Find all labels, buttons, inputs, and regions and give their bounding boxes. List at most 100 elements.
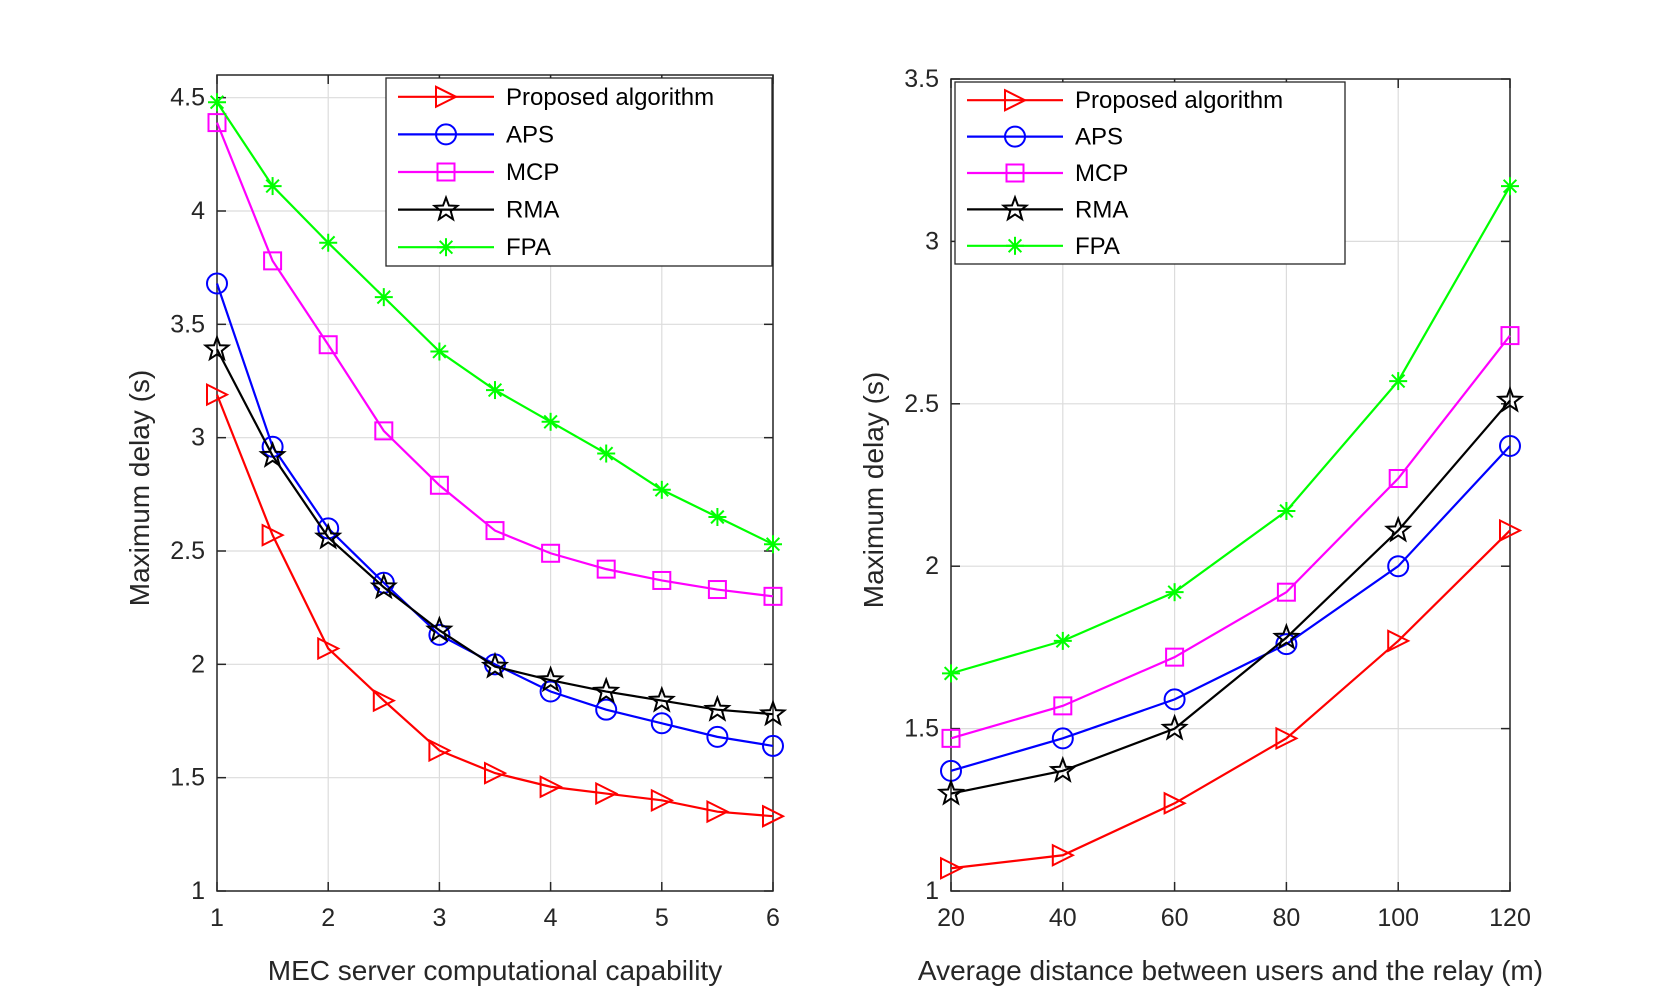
data-point <box>425 615 454 643</box>
series-line <box>215 394 774 818</box>
y-tick-label: 1.5 <box>904 715 939 743</box>
axes-frame <box>950 78 1511 892</box>
x-tick-label: 20 <box>937 904 965 932</box>
data-point <box>764 535 782 554</box>
legend-label: FPA <box>506 234 551 261</box>
legend-marker <box>435 123 457 146</box>
data-point <box>1389 372 1408 391</box>
data-point <box>1495 385 1525 413</box>
data-point <box>703 694 732 722</box>
series-aps <box>940 435 1521 782</box>
data-point <box>206 382 230 407</box>
series-mcp <box>941 326 1520 748</box>
legend-marker <box>1004 125 1026 148</box>
y-tick-label: 2 <box>925 552 939 580</box>
legend-label: FPA <box>1075 233 1120 260</box>
legend-label: RMA <box>506 197 559 224</box>
data-point <box>374 288 393 307</box>
x-tick-label: 2 <box>321 904 335 932</box>
legend-label: APS <box>506 121 554 148</box>
legend-label: MCP <box>1075 160 1128 187</box>
data-point <box>940 856 964 880</box>
data-point <box>261 523 285 547</box>
x-tick-label: 120 <box>1489 904 1531 932</box>
data-point <box>486 381 504 400</box>
data-point <box>1499 435 1521 458</box>
legend-entry: Proposed algorithm <box>967 87 1283 114</box>
legend-marker <box>1005 163 1025 183</box>
y-tick-label: 3 <box>925 227 939 255</box>
data-point <box>428 738 452 763</box>
x-tick-label: 3 <box>432 904 446 932</box>
data-point <box>1277 501 1296 520</box>
series-mcp <box>207 113 783 606</box>
data-point <box>208 93 226 112</box>
x-tick-label: 80 <box>1272 904 1300 932</box>
series-fpa <box>942 177 1519 683</box>
data-point <box>1163 688 1186 711</box>
data-point <box>1275 726 1299 750</box>
series-line <box>950 185 1511 675</box>
legend-marker <box>437 238 455 257</box>
y-tick-label: 1 <box>925 877 939 905</box>
series-line <box>950 399 1511 795</box>
legend-marker <box>431 194 461 222</box>
data-point <box>1051 727 1074 750</box>
legend-label: Proposed algorithm <box>1075 87 1283 114</box>
y-tick-label: 1.5 <box>170 764 205 792</box>
data-point <box>1275 633 1298 656</box>
series-line <box>215 283 774 748</box>
data-point <box>1500 326 1520 346</box>
data-point <box>650 788 675 812</box>
data-point <box>536 665 565 693</box>
series-proposed-algorithm <box>940 518 1523 880</box>
data-point <box>484 761 508 785</box>
data-point <box>263 177 282 196</box>
chart-2: 20 40 60 80 100 120 1 1.5 2 2.5 3 3.5 Average distan… <box>858 65 1543 986</box>
data-point <box>706 725 729 748</box>
y-tick-label: 2.5 <box>170 537 205 565</box>
x-tick-label: 100 <box>1377 904 1419 932</box>
data-point <box>758 699 788 727</box>
data-point <box>1272 622 1301 650</box>
legend-label: MCP <box>506 159 559 186</box>
data-point <box>1387 629 1411 653</box>
data-point <box>941 728 961 748</box>
x-tick-label: 5 <box>655 904 669 932</box>
legend-entry: FPA <box>967 233 1120 260</box>
legend-label: RMA <box>1075 196 1128 223</box>
data-point <box>428 623 451 646</box>
legend-marker <box>1006 236 1024 255</box>
x-tick-label: 1 <box>210 904 224 932</box>
data-point <box>1165 647 1185 667</box>
legend-entry: MCP <box>398 159 559 186</box>
series-proposed-algorithm <box>206 382 786 828</box>
data-point <box>369 572 398 600</box>
data-point <box>650 712 673 735</box>
legend: Proposed algorithm APS MCP RMA FPA <box>954 81 1346 265</box>
series-line <box>950 529 1511 870</box>
data-point <box>597 444 616 463</box>
data-point <box>592 676 621 704</box>
y-tick-label: 3 <box>191 424 205 452</box>
y-axis-label: Maximum delay (s) <box>858 372 889 608</box>
data-point <box>430 342 449 361</box>
data-point <box>1051 843 1076 867</box>
data-point <box>258 440 287 468</box>
data-point <box>1388 469 1408 489</box>
data-point <box>314 522 343 550</box>
legend-marker <box>1000 194 1030 222</box>
data-point <box>763 586 783 606</box>
legend: Proposed algorithm APS MCP RMA FPA <box>385 77 773 267</box>
series-line <box>215 122 774 598</box>
data-point <box>1048 755 1077 783</box>
legend-label: Proposed algorithm <box>506 84 714 111</box>
legend-entry: RMA <box>967 194 1128 223</box>
y-tick-label: 3.5 <box>904 65 939 93</box>
legend-entry: Proposed algorithm <box>398 84 714 111</box>
data-point <box>485 521 505 541</box>
data-point <box>1053 631 1072 650</box>
y-axis-label: Maximum delay (s) <box>124 370 155 606</box>
y-tick-label: 3.5 <box>170 310 205 338</box>
